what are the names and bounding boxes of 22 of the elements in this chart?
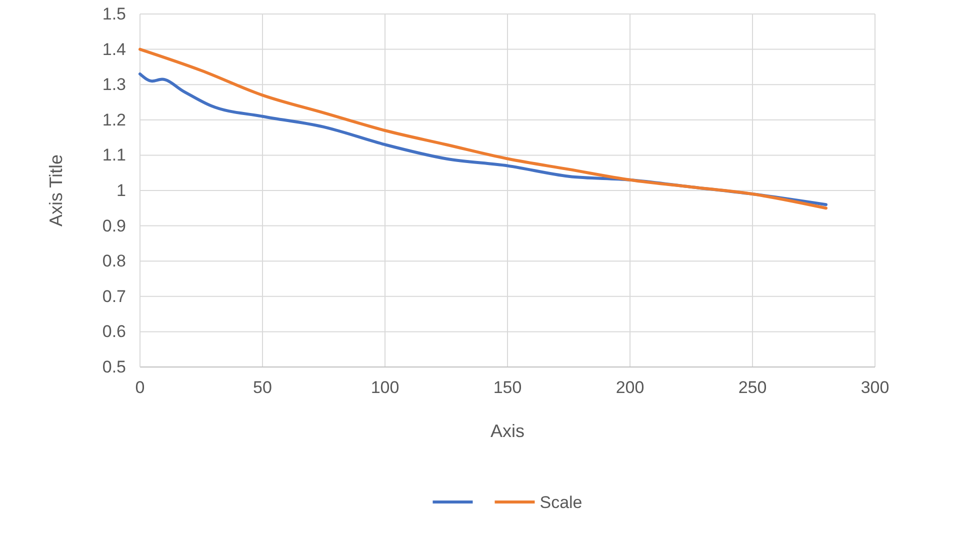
x-tick-label: 50: [253, 378, 272, 398]
y-tick-label: 1.2: [102, 110, 126, 130]
y-tick-label: 1.3: [102, 75, 126, 94]
y-tick-label: 0.9: [102, 216, 126, 236]
x-tick-label: 0: [135, 378, 145, 398]
y-tick-label: 0.8: [102, 252, 126, 271]
y-tick-label: 1.1: [102, 146, 126, 165]
line-series: [138, 48, 828, 210]
x-tick-label: 250: [738, 378, 767, 398]
y-tick-label: 0.7: [102, 286, 126, 306]
y-tick-label: 0.5: [102, 357, 126, 376]
x-tick-label: 150: [493, 378, 522, 398]
x-tick-label: 300: [860, 378, 890, 398]
y-tick-label: 1.5: [102, 4, 126, 24]
y-tick-label: 1.4: [102, 40, 126, 59]
x-tick-label: 200: [616, 378, 644, 398]
y-tick-label: 0.6: [102, 322, 126, 342]
y-tick-label: 1: [116, 180, 126, 200]
y-axis-title: Axis Title: [46, 154, 66, 227]
legend-label: Scale: [540, 492, 582, 512]
x-tick-label: 100: [370, 378, 400, 398]
x-axis-title: Axis: [490, 421, 525, 441]
